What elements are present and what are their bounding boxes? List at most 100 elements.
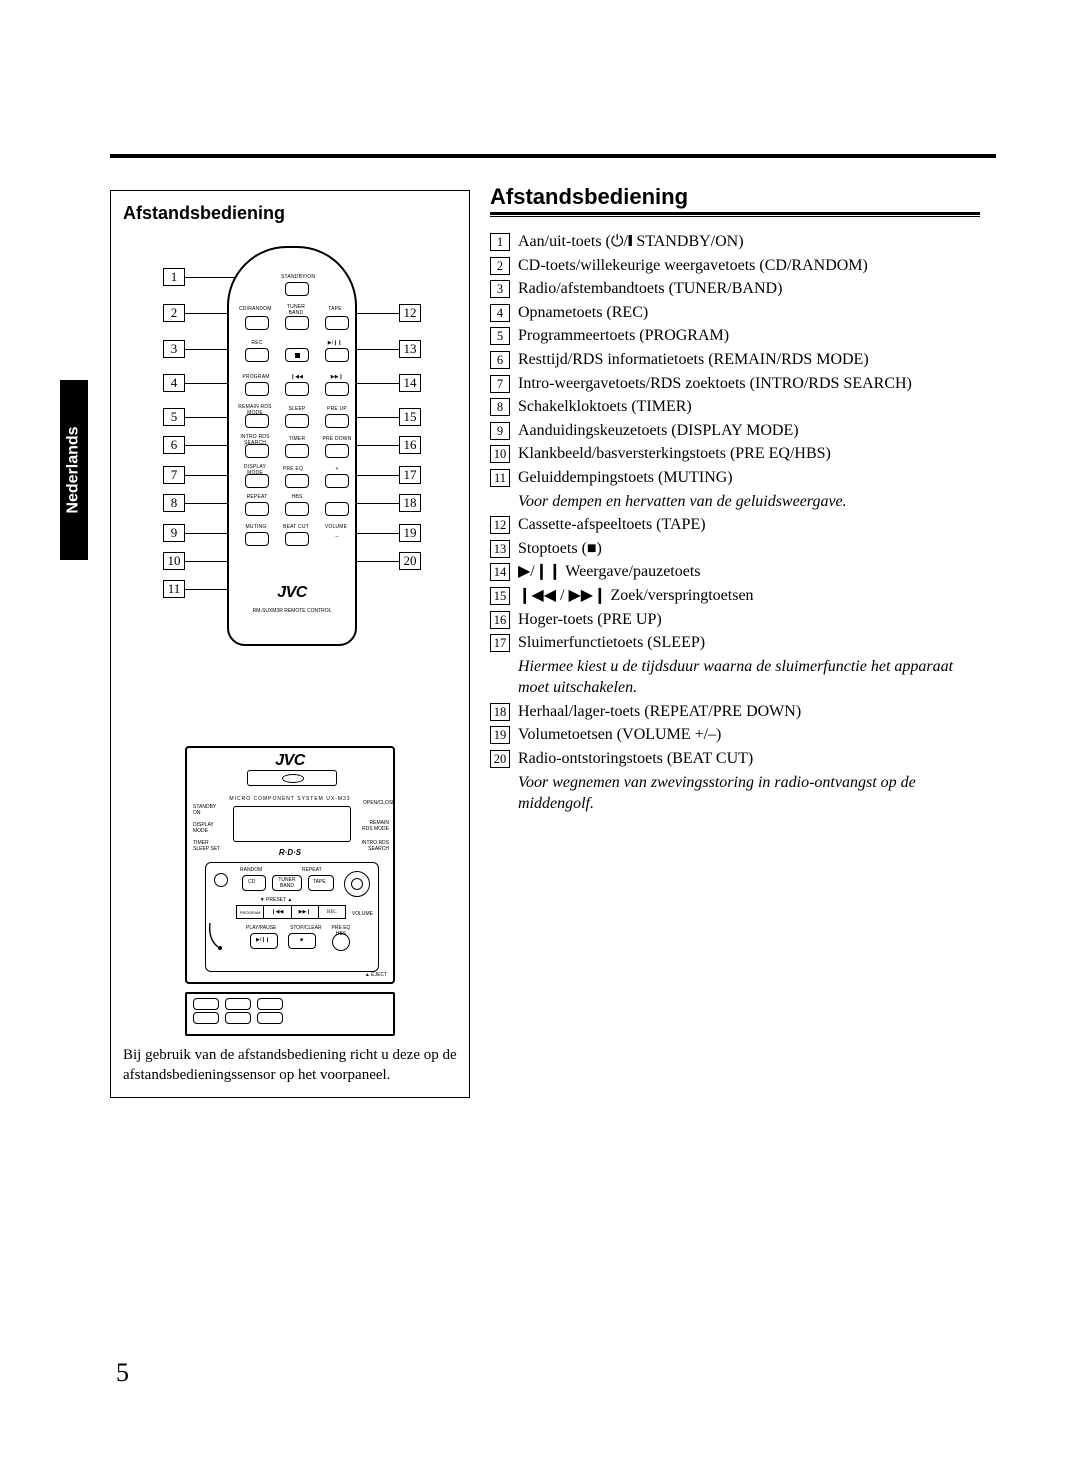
item-number: 5 <box>490 327 510 345</box>
list-item: 5 Programmeertoets (PROGRAM) <box>490 325 980 347</box>
remote-standby-button <box>285 282 309 296</box>
item-number: 20 <box>490 750 510 768</box>
remote-preeq-button <box>285 474 309 488</box>
item-number: 8 <box>490 398 510 416</box>
list-item: 2CD-toets/willekeurige weergavetoets (CD… <box>490 255 980 277</box>
callout-17: 17 <box>399 466 421 484</box>
list-item: 10 Klankbeeld/basversterkingstoets (PRE E… <box>490 443 980 465</box>
item-text: Aan/uit-toets (⏻/❙ STANDBY/ON) <box>518 231 980 253</box>
remote-next-button <box>325 382 349 396</box>
remote-prev-button <box>285 382 309 396</box>
remote-brand: JVC <box>277 584 307 601</box>
item-number: 13 <box>490 540 510 558</box>
item-number: 4 <box>490 304 510 322</box>
item-text: Geluiddempingstoets (MUTING) <box>518 467 980 489</box>
item-text: Radio-ontstoringstoets (BEAT CUT) <box>518 748 980 770</box>
list-item: 14▶/❙❙ Weergave/pauzetoets <box>490 561 980 583</box>
unit-rds: R·D·S <box>187 848 393 857</box>
remote-predown-button <box>325 444 349 458</box>
item-text: Cassette-afspeeltoets (TAPE) <box>518 514 980 536</box>
list-item: 20 Radio-ontstoringstoets (BEAT CUT) <box>490 748 980 770</box>
callout-3: 3 <box>163 340 185 358</box>
item-text: Herhaal/lager-toets (REPEAT/PRE DOWN) <box>518 701 980 723</box>
language-tab: Nederlands <box>60 380 88 560</box>
callout-2: 2 <box>163 304 185 322</box>
unit-cd-tray <box>247 770 337 786</box>
list-item: 13Stoptoets (■) <box>490 538 980 560</box>
remote-volplus-button <box>325 474 349 488</box>
item-text: ▶/❙❙ Weergave/pauzetoets <box>518 561 980 583</box>
callout-5: 5 <box>163 408 185 426</box>
item-number: 10 <box>490 445 510 463</box>
list-item: 8Schakelkloktoets (TIMER) <box>490 396 980 418</box>
unit-diagram: JVC MICRO COMPONENT SYSTEM UX-M33 STANDB… <box>185 746 395 1036</box>
list-item: 19 Volumetoetsen (VOLUME +/–) <box>490 724 980 746</box>
item-number: 11 <box>490 469 510 487</box>
unit-rec-mic <box>208 921 226 951</box>
unit-display <box>233 806 351 842</box>
list-item: 3Radio/afstembandtoets (TUNER/BAND) <box>490 278 980 300</box>
item-number: 7 <box>490 375 510 393</box>
title-rule-thick <box>490 212 980 215</box>
remote-beatcut-button <box>285 532 309 546</box>
list-item: 18 Herhaal/lager-toets (REPEAT/PRE DOWN) <box>490 701 980 723</box>
callout-18: 18 <box>399 494 421 512</box>
item-number: 9 <box>490 422 510 440</box>
list-item: 17Sluimerfunctietoets (SLEEP) <box>490 632 980 654</box>
remote-body: STANDBY/ON CD/RANDOM TUNER BAND TAPE REC… <box>227 246 357 646</box>
remote-volminus-button <box>325 502 349 516</box>
item-italic-note: Voor dempen en hervatten van de geluidsw… <box>518 491 980 513</box>
title-rule-thin <box>490 216 980 217</box>
left-caption: Bij gebruik van de afstandsbediening ric… <box>123 1046 457 1085</box>
remote-hbs-button <box>285 502 309 516</box>
item-text: Aanduidingskeuzetoets (DISPLAY MODE) <box>518 420 980 442</box>
item-text: CD-toets/willekeurige weergavetoets (CD/… <box>518 255 980 277</box>
callout-12: 12 <box>399 304 421 322</box>
callout-4: 4 <box>163 374 185 392</box>
item-number: 18 <box>490 703 510 721</box>
remote-stop-button <box>285 348 309 362</box>
remote-timer-button <box>285 444 309 458</box>
language-tab-label: Nederlands <box>65 426 83 513</box>
list-item: 1Aan/uit-toets (⏻/❙ STANDBY/ON) <box>490 231 980 253</box>
unit-control-panel: RANDOM REPEAT CD TUNER BAND TAPE VOLUME … <box>205 862 379 972</box>
item-text: Opnametoets (REC) <box>518 302 980 324</box>
remote-program-button <box>245 382 269 396</box>
item-text: Programmeertoets (PROGRAM) <box>518 325 980 347</box>
unit-preeq-knob <box>332 933 350 951</box>
item-text: Volumetoetsen (VOLUME +/–) <box>518 724 980 746</box>
remote-preup-button <box>325 414 349 428</box>
callout-9: 9 <box>163 524 185 542</box>
list-item: 4 Opnametoets (REC) <box>490 302 980 324</box>
remote-cd-button <box>245 316 269 330</box>
callout-13: 13 <box>399 340 421 358</box>
unit-preset-row: PROGRAM ❙◀◀ ▶▶❙ REC <box>236 905 346 919</box>
item-number: 17 <box>490 634 510 652</box>
list-item: 12 Cassette-afspeeltoets (TAPE) <box>490 514 980 536</box>
right-column: Afstandsbediening 1Aan/uit-toets (⏻/❙ ST… <box>490 184 980 817</box>
item-number: 19 <box>490 726 510 744</box>
unit-cassette-door <box>185 992 395 1036</box>
right-title: Afstandsbediening <box>490 184 980 210</box>
remote-muting-button <box>245 532 269 546</box>
callout-6: 6 <box>163 436 185 454</box>
item-text: Hoger-toets (PRE UP) <box>518 609 980 631</box>
item-italic-note: Voor wegnemen van zwevingsstoring in rad… <box>518 772 980 815</box>
item-text: Klankbeeld/basversterkingstoets (PRE EQ/… <box>518 443 980 465</box>
remote-remain-button <box>245 414 269 428</box>
remote-tuner-button <box>285 316 309 330</box>
list-item: 11 Geluiddempingstoets (MUTING) <box>490 467 980 489</box>
left-title: Afstandsbediening <box>123 203 457 224</box>
callout-15: 15 <box>399 408 421 426</box>
unit-brand: JVC <box>187 752 393 770</box>
item-text: Intro-weergavetoets/RDS zoektoets (INTRO… <box>518 373 980 395</box>
remote-sleep-button <box>285 414 309 428</box>
list-item: 9 Aanduidingskeuzetoets (DISPLAY MODE) <box>490 420 980 442</box>
list-item: 16Hoger-toets (PRE UP) <box>490 609 980 631</box>
callout-19: 19 <box>399 524 421 542</box>
remote-tape-button <box>325 316 349 330</box>
remote-display-button <box>245 474 269 488</box>
item-number: 12 <box>490 516 510 534</box>
list-item: 7 Intro-weergavetoets/RDS zoektoets (INTR… <box>490 373 980 395</box>
item-text: Resttijd/RDS informatietoets (REMAIN/RDS… <box>518 349 980 371</box>
